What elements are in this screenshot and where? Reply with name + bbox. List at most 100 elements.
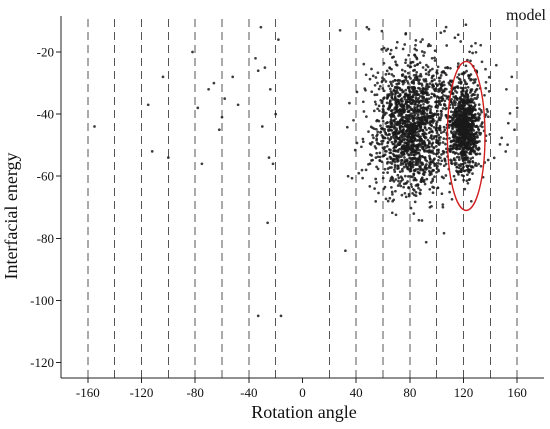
data-point — [389, 135, 393, 139]
data-point — [412, 153, 416, 157]
data-point — [452, 143, 456, 146]
data-point — [417, 80, 420, 83]
data-point — [392, 134, 395, 138]
data-point — [415, 163, 419, 167]
data-point — [393, 119, 396, 122]
data-point — [399, 184, 403, 188]
data-point — [474, 125, 478, 128]
data-point — [418, 125, 422, 129]
data-point — [470, 119, 474, 123]
data-point — [475, 97, 478, 101]
data-point — [362, 62, 366, 66]
data-point — [475, 118, 478, 122]
data-point — [409, 144, 413, 148]
data-point — [381, 116, 384, 120]
data-point — [504, 150, 508, 153]
data-point — [423, 126, 427, 130]
data-point — [471, 128, 474, 131]
data-point — [414, 91, 418, 95]
data-point — [406, 120, 409, 124]
data-point — [440, 95, 444, 99]
data-point — [401, 90, 404, 94]
data-point — [506, 143, 509, 147]
data-point — [395, 103, 399, 107]
data-point — [407, 53, 411, 57]
data-point — [462, 133, 466, 137]
data-point — [430, 56, 434, 60]
data-point — [506, 121, 510, 125]
data-point — [388, 155, 392, 159]
data-point — [461, 114, 464, 118]
data-point — [477, 147, 481, 151]
data-point — [428, 200, 432, 204]
data-point — [392, 146, 396, 150]
data-point — [480, 60, 484, 64]
data-point — [386, 141, 390, 145]
data-point — [417, 218, 421, 222]
data-point — [456, 62, 460, 65]
data-point — [470, 113, 474, 117]
data-point — [409, 175, 413, 178]
data-point — [466, 85, 470, 89]
data-point — [479, 131, 483, 135]
data-point — [410, 185, 414, 189]
data-point — [425, 163, 428, 166]
data-point — [471, 172, 474, 175]
data-point — [390, 140, 394, 144]
data-point — [446, 66, 450, 70]
data-point — [396, 184, 400, 187]
data-point — [401, 139, 404, 142]
data-point — [441, 203, 445, 206]
data-point — [386, 199, 390, 203]
data-point — [435, 123, 438, 127]
data-point — [463, 107, 466, 111]
data-point — [418, 166, 422, 170]
data-point — [361, 100, 365, 104]
data-point — [432, 146, 436, 150]
data-point — [405, 138, 409, 142]
data-point — [461, 98, 464, 102]
data-point — [385, 144, 389, 148]
data-point — [376, 71, 380, 75]
data-point — [461, 143, 464, 147]
data-point — [413, 86, 416, 90]
data-point — [461, 120, 465, 124]
data-point — [403, 95, 407, 99]
data-point — [421, 132, 425, 136]
x-tick-label: 40 — [350, 385, 363, 400]
data-point — [443, 104, 447, 107]
data-point — [403, 156, 406, 159]
data-point — [378, 142, 381, 146]
data-point — [200, 162, 204, 166]
data-point — [431, 141, 435, 145]
data-point — [402, 153, 406, 156]
data-point — [399, 135, 402, 138]
data-point — [399, 88, 402, 92]
data-point — [458, 147, 462, 151]
data-point — [396, 121, 400, 125]
data-point — [362, 110, 366, 113]
data-point — [374, 102, 378, 106]
data-point — [361, 176, 364, 180]
data-point — [397, 114, 400, 118]
data-point — [428, 164, 431, 167]
data-point — [428, 150, 432, 154]
data-point — [432, 152, 436, 155]
data-point — [423, 170, 427, 174]
data-point — [378, 84, 382, 88]
data-point — [423, 87, 427, 91]
highlight-ellipse — [446, 60, 486, 212]
data-point — [397, 156, 401, 159]
data-point — [409, 206, 413, 210]
data-point — [207, 87, 210, 91]
data-point — [433, 119, 436, 123]
data-point — [419, 40, 423, 44]
data-point — [439, 31, 443, 35]
data-point — [407, 186, 410, 190]
data-point — [402, 110, 406, 114]
data-point — [426, 101, 429, 105]
data-point — [353, 148, 357, 152]
data-point — [399, 163, 403, 166]
data-point — [378, 151, 382, 155]
data-point — [437, 159, 440, 162]
